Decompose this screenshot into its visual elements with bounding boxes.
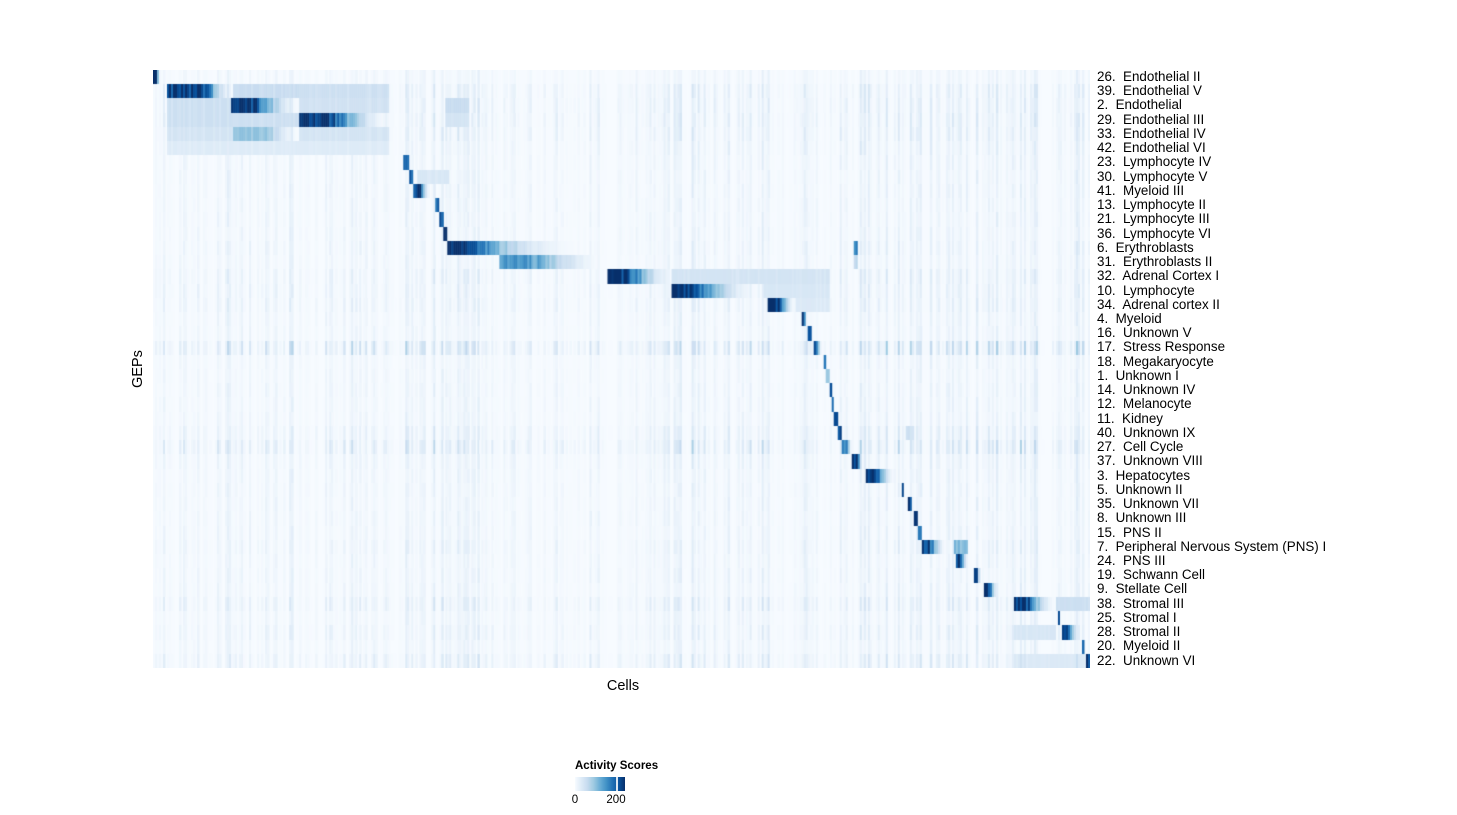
gep-row-label: 10. Lymphocyte: [1097, 282, 1195, 298]
gep-row-label: 9. Stellate Cell: [1097, 581, 1188, 597]
gep-row-label: 6. Erythroblasts: [1097, 239, 1194, 255]
gep-row-label: 18. Megakaryocyte: [1097, 353, 1214, 369]
gep-row-label: 2. Endothelial: [1097, 97, 1182, 113]
gep-row-label: 28. Stromal II: [1097, 624, 1181, 640]
gep-row-label: 21. Lymphocyte III: [1097, 211, 1210, 227]
gep-row-label: 35. Unknown VII: [1097, 496, 1199, 512]
gep-row-label: 16. Unknown V: [1097, 325, 1192, 341]
legend-title: Activity Scores: [575, 760, 659, 772]
gep-row-label: 12. Melanocyte: [1097, 396, 1192, 412]
gep-row-label: 17. Stress Response: [1097, 339, 1226, 355]
gep-row-label: 5. Unknown II: [1097, 481, 1183, 497]
gep-row-label: 8. Unknown III: [1097, 510, 1187, 526]
gep-row-label: 26. Endothelial II: [1097, 69, 1201, 84]
gep-row-label: 40. Unknown IX: [1097, 424, 1196, 440]
gep-row-label: 4. Myeloid: [1097, 310, 1162, 326]
gep-row-label: 7. Peripheral Nervous System (PNS) I: [1097, 538, 1327, 554]
gep-row-label: 11. Kidney: [1097, 410, 1164, 426]
gep-row-label: 25. Stromal I: [1097, 609, 1177, 625]
gep-row-label: 33. Endothelial IV: [1097, 125, 1206, 141]
legend-gradient-bar: [575, 777, 625, 791]
gep-row-label: 19. Schwann Cell: [1097, 567, 1205, 583]
gep-row-label: 1. Unknown I: [1097, 367, 1179, 383]
gep-row-label: 32. Adrenal Cortex I: [1097, 268, 1220, 284]
gep-row-label: 34. Adrenal cortex II: [1097, 296, 1220, 312]
legend-tick-labels: 0 200: [571, 794, 715, 808]
gep-row-label: 42. Endothelial VI: [1097, 140, 1206, 156]
y-axis-label: GEPs: [130, 350, 146, 388]
legend-tick-0: 0: [571, 794, 579, 806]
gep-row-labels: 26. Endothelial II 39. Endothelial V 2. En…: [1097, 69, 1447, 668]
gep-row-label: 39. Endothelial V: [1097, 83, 1202, 99]
gep-row-label: 29. Endothelial III: [1097, 111, 1205, 127]
gep-row-label: 3. Hepatocytes: [1097, 467, 1191, 483]
gep-row-label: 27. Cell Cycle: [1097, 439, 1184, 455]
gep-row-label: 30. Lymphocyte V: [1097, 168, 1208, 184]
gep-row-label: 23. Lymphocyte IV: [1097, 154, 1212, 170]
legend-tick-200: 200: [606, 794, 626, 806]
heatmap-canvas: [153, 70, 1090, 668]
activity-scores-legend: Activity Scores 0 200: [571, 760, 715, 808]
x-axis-label: Cells: [606, 678, 640, 694]
gep-row-label: 37. Unknown VIII: [1097, 453, 1203, 469]
gep-row-label: 22. Unknown VI: [1097, 652, 1196, 668]
gep-row-label: 24. PNS III: [1097, 552, 1166, 568]
gep-row-label: 31. Erythroblasts II: [1097, 254, 1213, 270]
gep-row-label: 14. Unknown IV: [1097, 382, 1196, 398]
gep-row-label: 36. Lymphocyte VI: [1097, 225, 1212, 241]
gep-row-label: 41. Myeloid III: [1097, 182, 1185, 198]
gep-row-label: 15. PNS II: [1097, 524, 1162, 540]
legend-tick-mark: [616, 777, 618, 791]
gep-row-label: 20. Myeloid II: [1097, 638, 1181, 654]
gep-row-label: 38. Stromal III: [1097, 595, 1185, 611]
gep-row-label: 13. Lymphocyte II: [1097, 197, 1206, 213]
